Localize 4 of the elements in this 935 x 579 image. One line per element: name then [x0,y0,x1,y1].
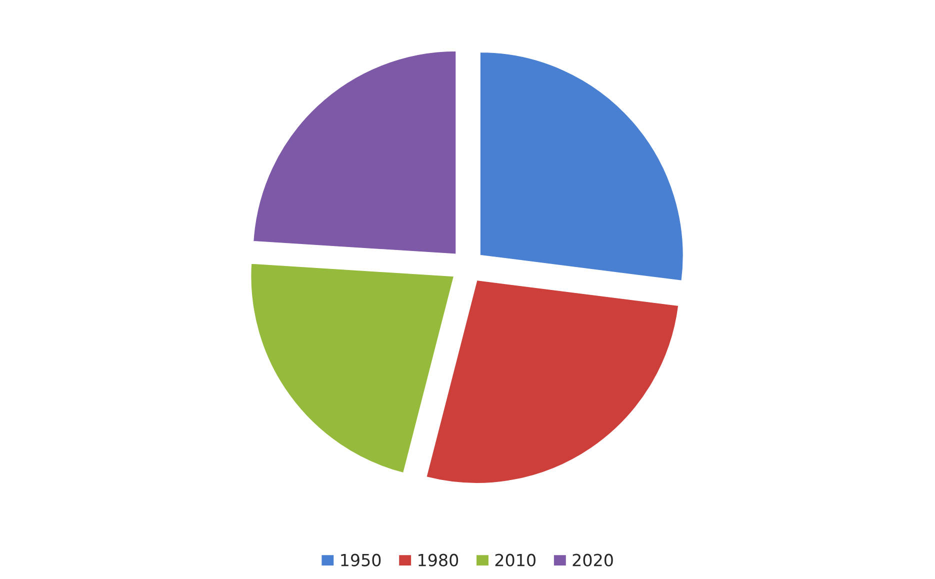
legend-label: 1950 [341,554,381,566]
legend-label: 2020 [572,554,613,566]
legend-label: 2010 [495,554,536,566]
legend-label: 1980 [418,554,458,566]
